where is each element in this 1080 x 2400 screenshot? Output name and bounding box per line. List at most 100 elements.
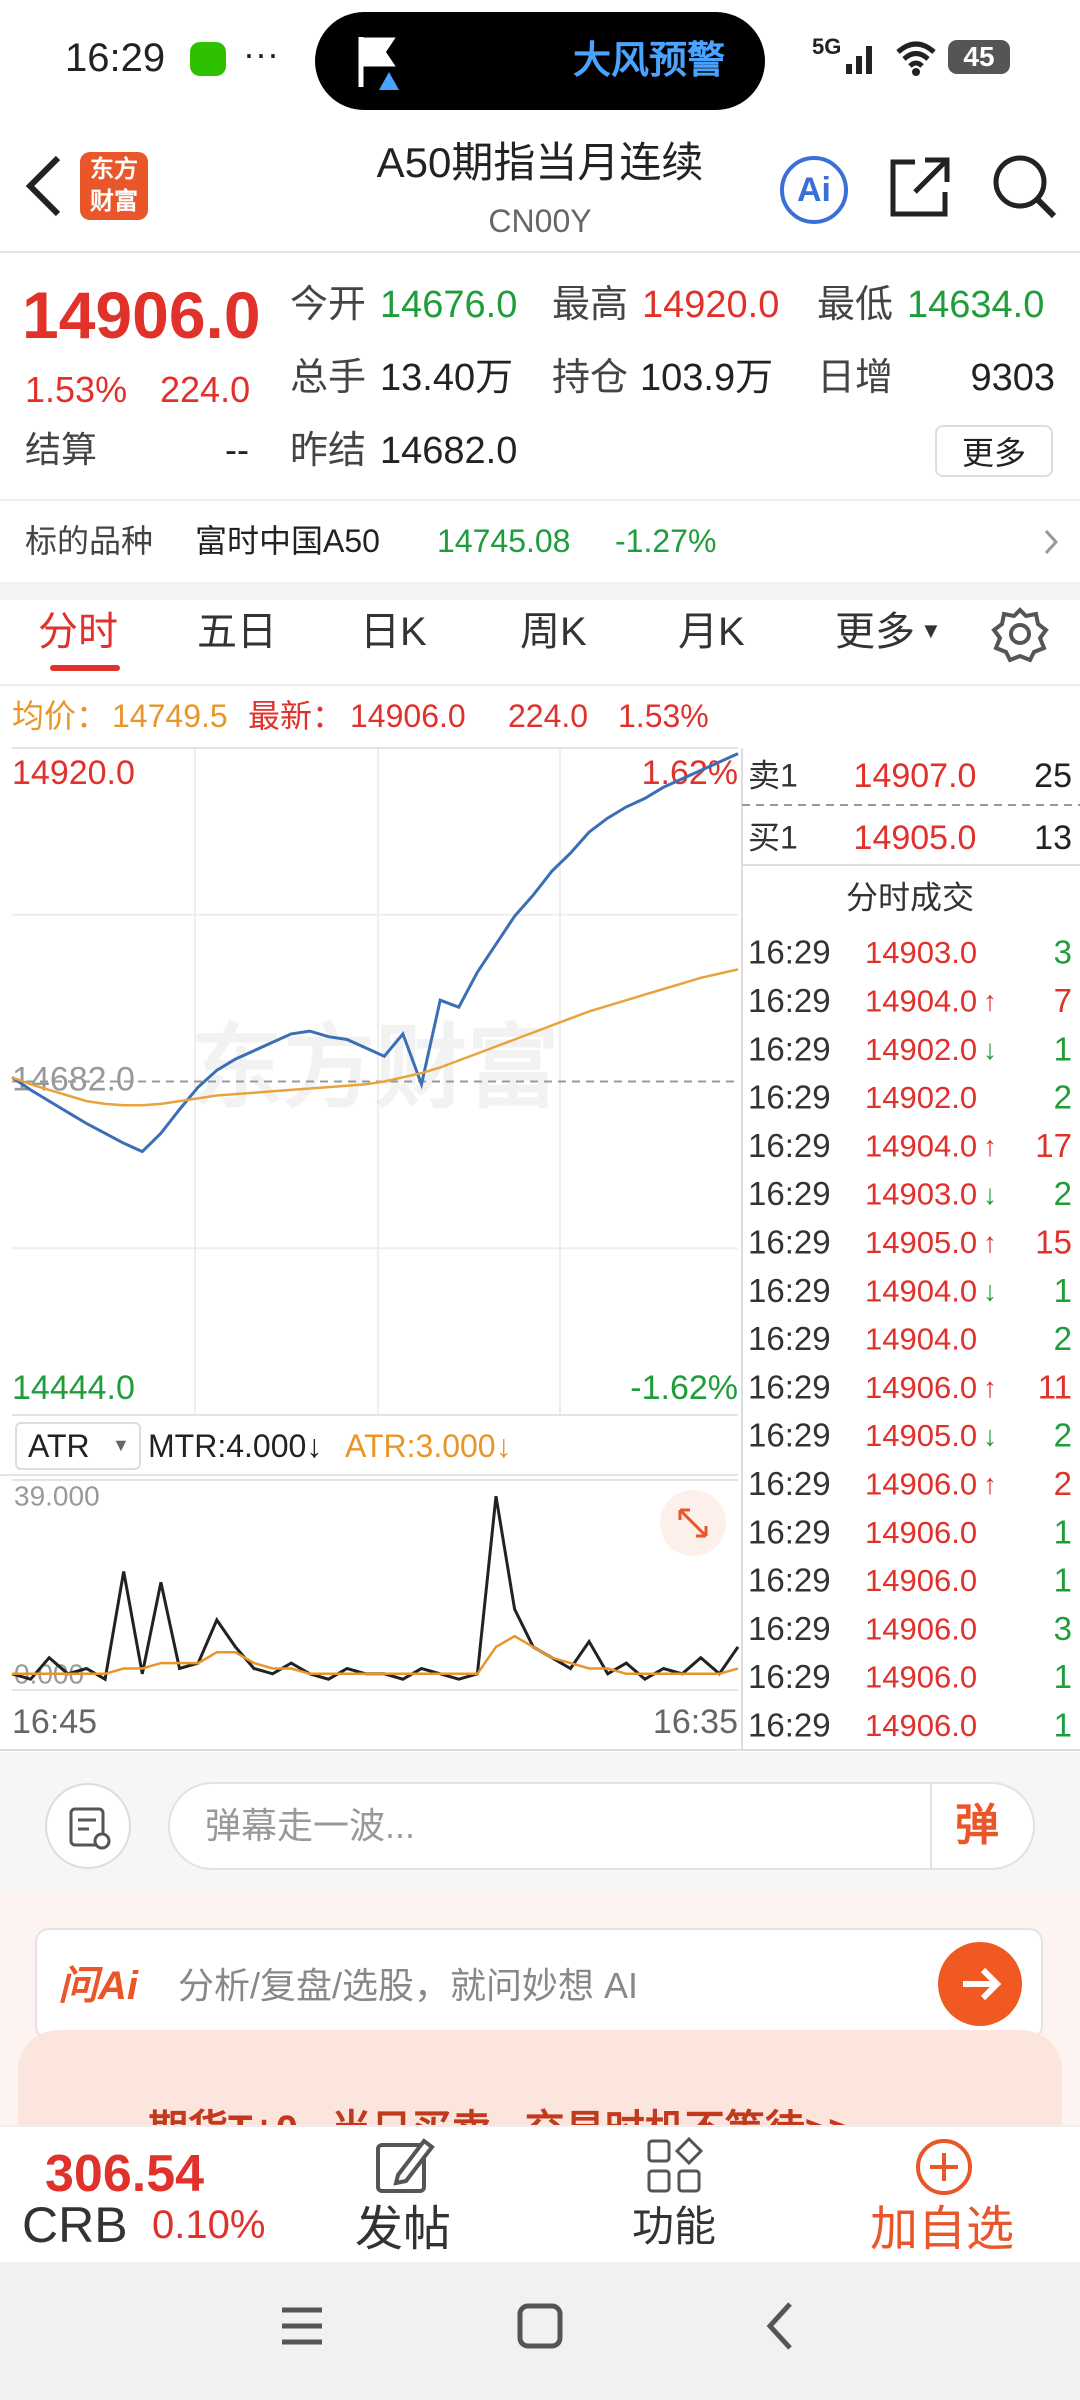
promo-banner[interactable]: 期货T+0 当日买卖 交易时机不等待>> xyxy=(18,2030,1062,2127)
x-tick-label: 16:45 xyxy=(12,1703,97,1741)
y-tick-label: 14920.0 xyxy=(12,754,135,792)
trade-time: 16:29 xyxy=(748,1707,831,1744)
toolbar-action[interactable]: 功能 xyxy=(632,2203,717,2250)
trade-price: 14906.0 xyxy=(865,1515,977,1550)
trade-time: 16:29 xyxy=(748,1610,831,1647)
settle-label: 结算 xyxy=(25,429,98,470)
field-label: 最高 xyxy=(552,284,629,326)
tab[interactable]: 日K xyxy=(360,610,427,654)
trade-direction: ↓ xyxy=(983,1420,997,1451)
legend-item: ATR:3.000↓ xyxy=(345,1428,512,1464)
trade-price: 14906.0 xyxy=(865,1370,977,1405)
comment-placeholder: 弹幕走一波... xyxy=(205,1805,416,1846)
series-line xyxy=(12,1634,739,1676)
comment-input[interactable] xyxy=(168,1782,1035,1870)
book-price: 14907.0 xyxy=(854,757,977,795)
tab[interactable]: 周K xyxy=(520,610,587,654)
trades-title: 分时成交 xyxy=(846,879,974,915)
danmaku-settings[interactable] xyxy=(45,1783,131,1869)
trade-time: 16:29 xyxy=(748,1079,831,1116)
index-change: 0.10% xyxy=(152,2203,266,2247)
ai-search[interactable] xyxy=(35,1928,1043,2040)
trade-direction: ↑ xyxy=(983,1131,997,1162)
avg-label: 均价： xyxy=(12,698,109,734)
y-tick-label: 39.000 xyxy=(14,1480,100,1511)
trade-time: 16:29 xyxy=(748,1272,831,1309)
trade-volume: 3 xyxy=(1054,1610,1072,1647)
wechat-icon xyxy=(190,42,226,76)
page-title: A50期指当月连续 xyxy=(376,139,704,186)
indicator-name: ATR xyxy=(28,1428,90,1464)
series-line xyxy=(11,752,739,1154)
flag-icon xyxy=(358,37,399,90)
trade-time: 16:29 xyxy=(748,1175,831,1212)
separator xyxy=(930,1784,932,1868)
trade-direction: ↓ xyxy=(983,1275,997,1306)
chevron xyxy=(1044,529,1059,555)
tab[interactable]: 月K xyxy=(678,610,745,654)
tab[interactable]: 更多 xyxy=(835,610,915,654)
field-value: 13.40万 xyxy=(380,357,514,399)
trade-volume: 1 xyxy=(1054,1562,1072,1599)
toolbar-action[interactable]: 加自选 xyxy=(870,2203,1015,2256)
section-gap xyxy=(0,582,1080,600)
danmaku-button[interactable]: 弹 xyxy=(955,1801,999,1850)
back-button[interactable] xyxy=(20,152,70,222)
function-icon xyxy=(647,2136,704,2193)
book-side: 卖1 xyxy=(748,757,798,793)
trade-direction: ↑ xyxy=(983,986,997,1017)
share-button[interactable] xyxy=(885,152,955,222)
ai-placeholder: 分析/复盘/选股，就问妙想 AI xyxy=(178,1965,639,2006)
book-price: 14905.0 xyxy=(854,819,977,857)
y-tick-label: 14444.0 xyxy=(12,1369,135,1407)
settings-button[interactable] xyxy=(990,604,1050,664)
tab[interactable]: 五日 xyxy=(197,610,277,654)
watermark: 东方财富 xyxy=(191,1017,559,1119)
settle-value: -- xyxy=(225,429,249,470)
last-value: 14906.0 xyxy=(350,698,466,734)
ai-go-button[interactable] xyxy=(937,1941,1023,2027)
trade-price: 14903.0 xyxy=(865,1177,977,1212)
legend-item: MTR:4.000↓ xyxy=(148,1428,323,1464)
expand-button[interactable] xyxy=(660,1490,726,1556)
trade-price: 14902.0 xyxy=(865,1032,977,1067)
trade-time: 16:29 xyxy=(748,1030,831,1067)
trade-volume: 11 xyxy=(1038,1368,1072,1405)
clock: 16:29 xyxy=(65,36,166,80)
more-dots: ··· xyxy=(243,33,279,74)
trade-price: 14906.0 xyxy=(865,1708,977,1743)
field-label: 持仓 xyxy=(552,357,629,399)
trade-price: 14904.0 xyxy=(865,1322,977,1357)
toolbar-action[interactable]: 发帖 xyxy=(355,2203,452,2256)
trade-volume: 2 xyxy=(1054,1320,1072,1357)
trade-time: 16:29 xyxy=(748,1562,831,1599)
trade-price: 14902.0 xyxy=(865,1080,977,1115)
app-logo: 东方财富 xyxy=(80,152,148,220)
field-label: 最低 xyxy=(817,284,894,326)
trade-volume: 1 xyxy=(1054,1272,1072,1309)
trade-volume: 2 xyxy=(1054,1417,1072,1454)
underlying-name: 富时中国A50 xyxy=(195,523,380,559)
alert-text: 大风预警 xyxy=(573,40,726,82)
dropdown-arrow: ▼ xyxy=(112,1435,130,1455)
post-icon xyxy=(376,2138,435,2193)
reference-label: 14682.0 xyxy=(12,1060,135,1098)
trade-direction: ↑ xyxy=(983,1372,997,1403)
search-button[interactable] xyxy=(990,152,1060,222)
trade-price: 14904.0 xyxy=(865,1128,977,1163)
toolbar xyxy=(0,2125,1080,2262)
tab[interactable]: 分时 xyxy=(38,610,118,654)
field-value: 9303 xyxy=(970,357,1055,399)
indicator-selector[interactable] xyxy=(15,1422,141,1470)
field-value: 14682.0 xyxy=(380,430,518,472)
book-volume: 25 xyxy=(1034,757,1072,795)
field-label: 昨结 xyxy=(290,430,367,472)
trade-volume: 17 xyxy=(1035,1127,1072,1164)
underlying-change: -1.27% xyxy=(615,523,717,559)
ai-button[interactable]: Ai xyxy=(780,156,848,224)
trade-direction: ↑ xyxy=(983,1227,997,1258)
field-value: 14634.0 xyxy=(907,284,1045,326)
battery: 45 xyxy=(948,40,1010,74)
underlying-price: 14745.08 xyxy=(437,523,571,559)
more-button[interactable]: 更多 xyxy=(935,425,1053,477)
